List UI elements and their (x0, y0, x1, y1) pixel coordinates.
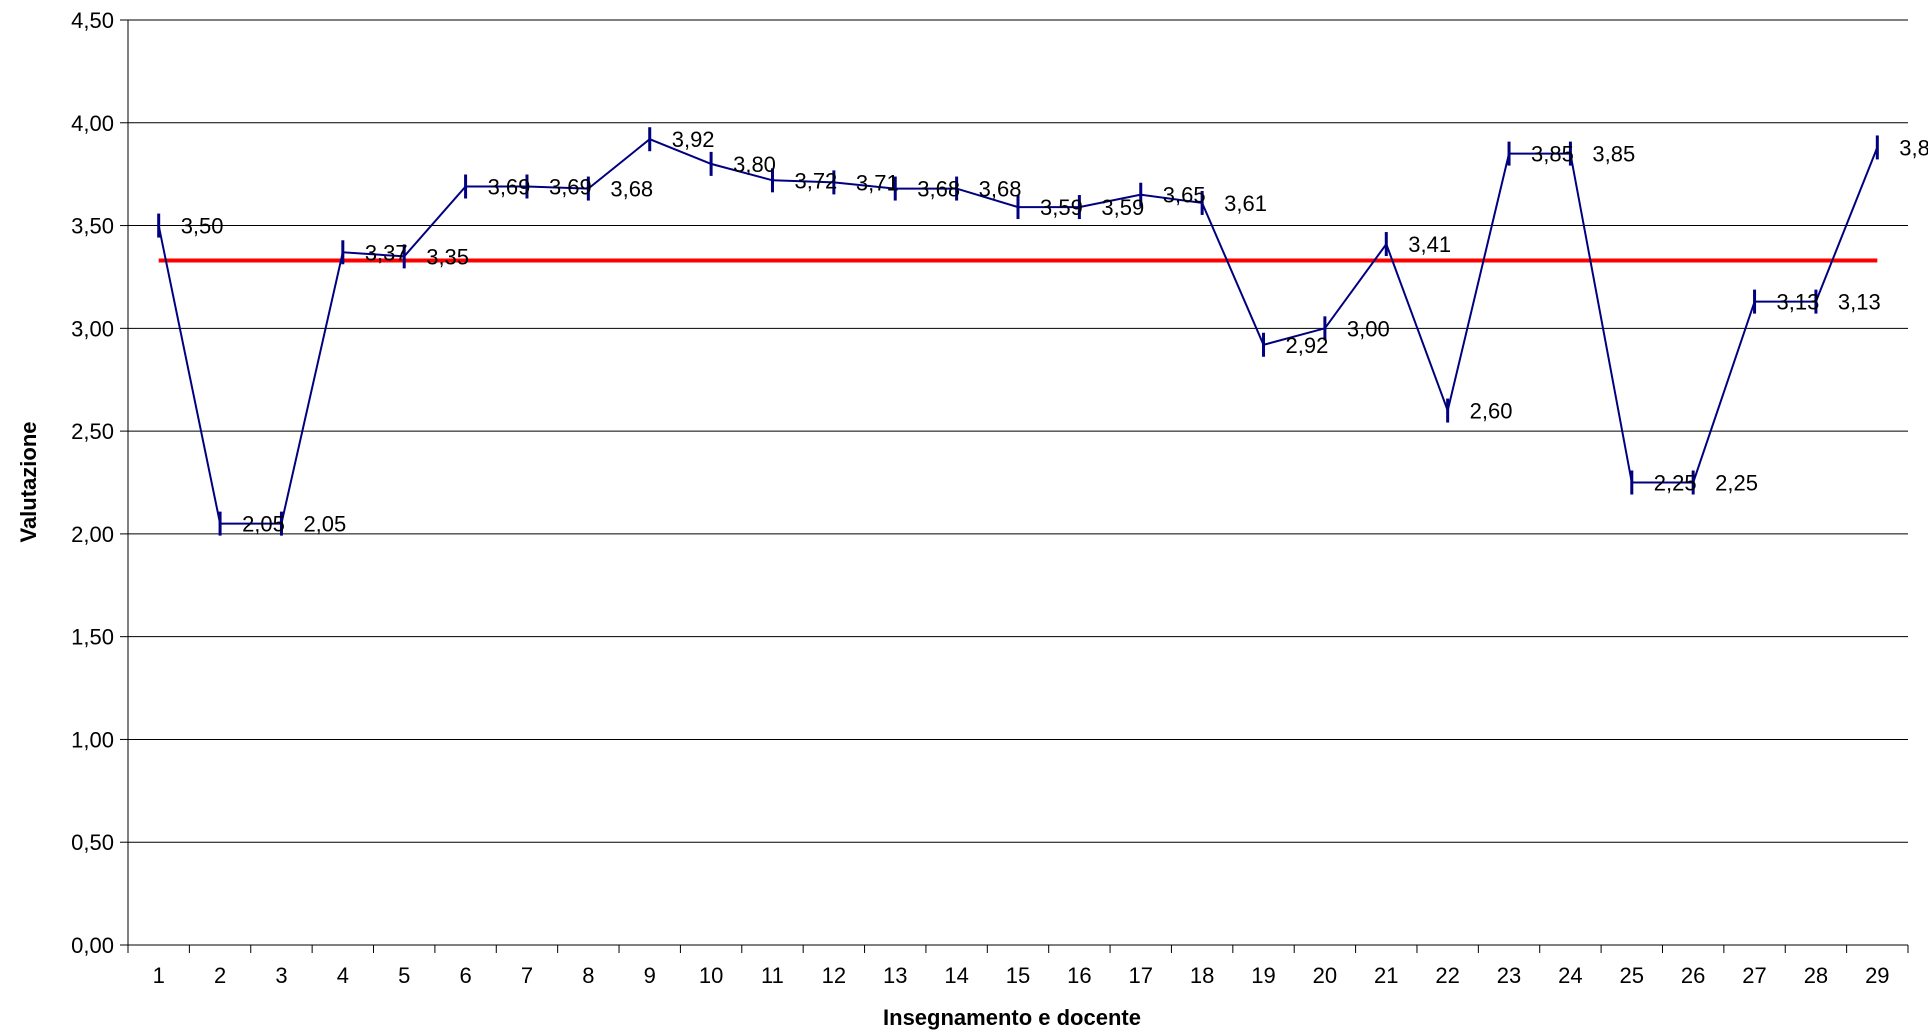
data-label: 3,72 (794, 168, 837, 193)
y-axis-title: Valutazione (16, 421, 41, 542)
data-label: 3,59 (1101, 195, 1144, 220)
x-tick-label: 29 (1865, 963, 1889, 988)
data-label: 3,59 (1040, 195, 1083, 220)
data-label: 3,92 (672, 127, 715, 152)
y-tick-label: 0,00 (71, 933, 114, 958)
data-label: 3,80 (733, 152, 776, 177)
x-tick-label: 20 (1313, 963, 1337, 988)
x-tick-label: 19 (1251, 963, 1275, 988)
data-label: 3,65 (1163, 183, 1206, 208)
y-tick-label: 1,00 (71, 727, 114, 752)
x-tick-label: 25 (1620, 963, 1644, 988)
series-line-group (157, 127, 1879, 536)
x-tick-label: 11 (761, 963, 784, 988)
data-label: 2,25 (1715, 471, 1758, 496)
x-tick-label: 8 (582, 963, 594, 988)
y-tick-label: 3,50 (71, 214, 114, 239)
data-label: 3,71 (856, 170, 899, 195)
data-label: 2,25 (1654, 471, 1697, 496)
x-tick-label: 26 (1681, 963, 1705, 988)
x-tick-label: 12 (822, 963, 846, 988)
x-tick-label: 10 (699, 963, 723, 988)
y-tick-labels: 0,00 0,50 1,00 1,50 2,00 2,50 3,00 3,50 4,00 4,50 (71, 8, 114, 958)
data-label: 3,85 (1592, 142, 1635, 167)
data-label: 3,69 (488, 175, 531, 200)
x-tick-label: 17 (1129, 963, 1153, 988)
data-labels: 3,50 2,05 2,05 3,37 3,35 3,69 3,69 3,68 3,92 3,80… (181, 127, 1928, 536)
x-tick-labels: 1 2 3 4 5 6 7 8 9 10 11 12 13 14 15 16 17 18 19 20 21 22 23 24 2… (153, 963, 1890, 988)
y-tick-label: 4,50 (71, 8, 114, 33)
data-label: 3,61 (1224, 191, 1267, 216)
x-tick-label: 22 (1435, 963, 1459, 988)
x-tick-label: 3 (275, 963, 287, 988)
x-tick-label: 21 (1374, 963, 1398, 988)
data-label: 3,37 (365, 240, 408, 265)
x-tick-label: 1 (153, 963, 165, 988)
x-tick-label: 28 (1804, 963, 1828, 988)
x-tick-label: 7 (521, 963, 533, 988)
x-tick-label: 23 (1497, 963, 1521, 988)
x-tick-label: 18 (1190, 963, 1214, 988)
data-label: 3,00 (1347, 316, 1390, 341)
x-tick-label: 4 (337, 963, 349, 988)
x-tick-label: 9 (644, 963, 656, 988)
data-label: 3,50 (181, 214, 224, 239)
y-tick-label: 0,50 (71, 830, 114, 855)
data-label: 3,35 (426, 244, 469, 269)
x-tick-label: 15 (1006, 963, 1030, 988)
data-label: 2,60 (1470, 399, 1513, 424)
x-tick-label: 16 (1067, 963, 1091, 988)
gridlines (128, 19, 1908, 843)
y-tick-label: 1,50 (71, 625, 114, 650)
data-label: 3,85 (1531, 142, 1574, 167)
x-tick-label: 13 (883, 963, 907, 988)
data-label: 3,41 (1408, 232, 1451, 257)
x-tick-label: 14 (944, 963, 968, 988)
data-label: 3,88 (1899, 135, 1928, 160)
data-label: 3,13 (1777, 290, 1820, 315)
data-label: 3,68 (610, 177, 653, 202)
x-tick-label: 6 (459, 963, 471, 988)
data-label: 3,68 (917, 177, 960, 202)
data-label: 2,05 (242, 512, 285, 537)
data-label: 3,69 (549, 175, 592, 200)
axes (120, 19, 1909, 953)
x-tick-label: 2 (214, 963, 226, 988)
y-tick-label: 2,00 (71, 522, 114, 547)
y-tick-label: 4,00 (71, 111, 114, 136)
x-tick-label: 24 (1558, 963, 1582, 988)
data-label: 2,05 (303, 512, 346, 537)
data-label: 3,68 (979, 177, 1022, 202)
y-tick-label: 2,50 (71, 419, 114, 444)
x-axis-title: Insegnamento e docente (883, 1005, 1141, 1030)
data-label: 2,92 (1286, 333, 1329, 358)
x-tick-label: 27 (1742, 963, 1766, 988)
x-tick-label: 5 (398, 963, 410, 988)
y-tick-label: 3,00 (71, 316, 114, 341)
data-label: 3,13 (1838, 290, 1881, 315)
